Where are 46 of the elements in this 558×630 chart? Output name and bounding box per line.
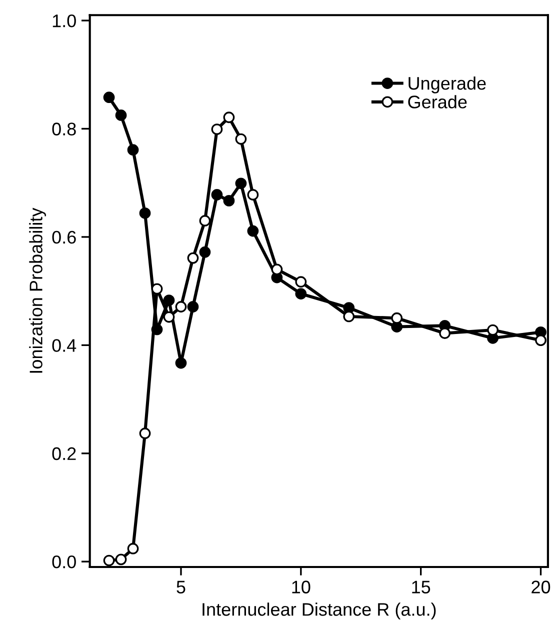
x-tick-label: 10 — [292, 580, 310, 594]
point — [211, 189, 223, 200]
point — [247, 189, 259, 200]
point — [187, 301, 199, 312]
x-tick-label: 15 — [412, 580, 430, 594]
y-tick-label: 0.2 — [52, 447, 76, 460]
point — [223, 195, 235, 206]
point — [139, 207, 151, 219]
y-tick-label: 0.0 — [52, 556, 76, 568]
point — [223, 112, 235, 124]
point — [115, 110, 127, 121]
point — [439, 328, 451, 339]
y-tick-label: 0.8 — [52, 122, 76, 136]
point — [115, 554, 127, 566]
point — [139, 428, 151, 440]
point — [103, 554, 115, 566]
y-axis-title: Ionization Probability — [29, 208, 46, 373]
point — [247, 225, 259, 237]
point — [175, 301, 187, 312]
point — [187, 252, 199, 264]
point — [163, 294, 175, 306]
legend-label: Gerade — [408, 95, 467, 108]
point — [487, 324, 498, 336]
y-tick-label: 0.4 — [52, 339, 76, 352]
point — [211, 124, 223, 135]
point — [199, 246, 211, 258]
point — [295, 288, 307, 300]
point — [535, 334, 546, 346]
point — [163, 311, 175, 323]
legend-label: Ungerade — [408, 76, 486, 94]
point — [235, 133, 247, 145]
point — [175, 357, 187, 369]
point — [235, 178, 247, 190]
point — [343, 310, 355, 322]
point — [103, 92, 115, 104]
x-axis-title: Internuclear Distance R (a.u.) — [202, 602, 436, 620]
point — [199, 215, 211, 226]
x-tick-label: 20 — [532, 580, 550, 594]
point — [127, 542, 139, 554]
point — [151, 283, 163, 295]
x-tick-label: 5 — [176, 580, 186, 594]
point — [295, 276, 307, 288]
point — [391, 312, 403, 324]
y-tick-label: 0.6 — [52, 230, 76, 244]
point — [127, 144, 139, 156]
y-tick-label: 1.0 — [52, 14, 76, 28]
